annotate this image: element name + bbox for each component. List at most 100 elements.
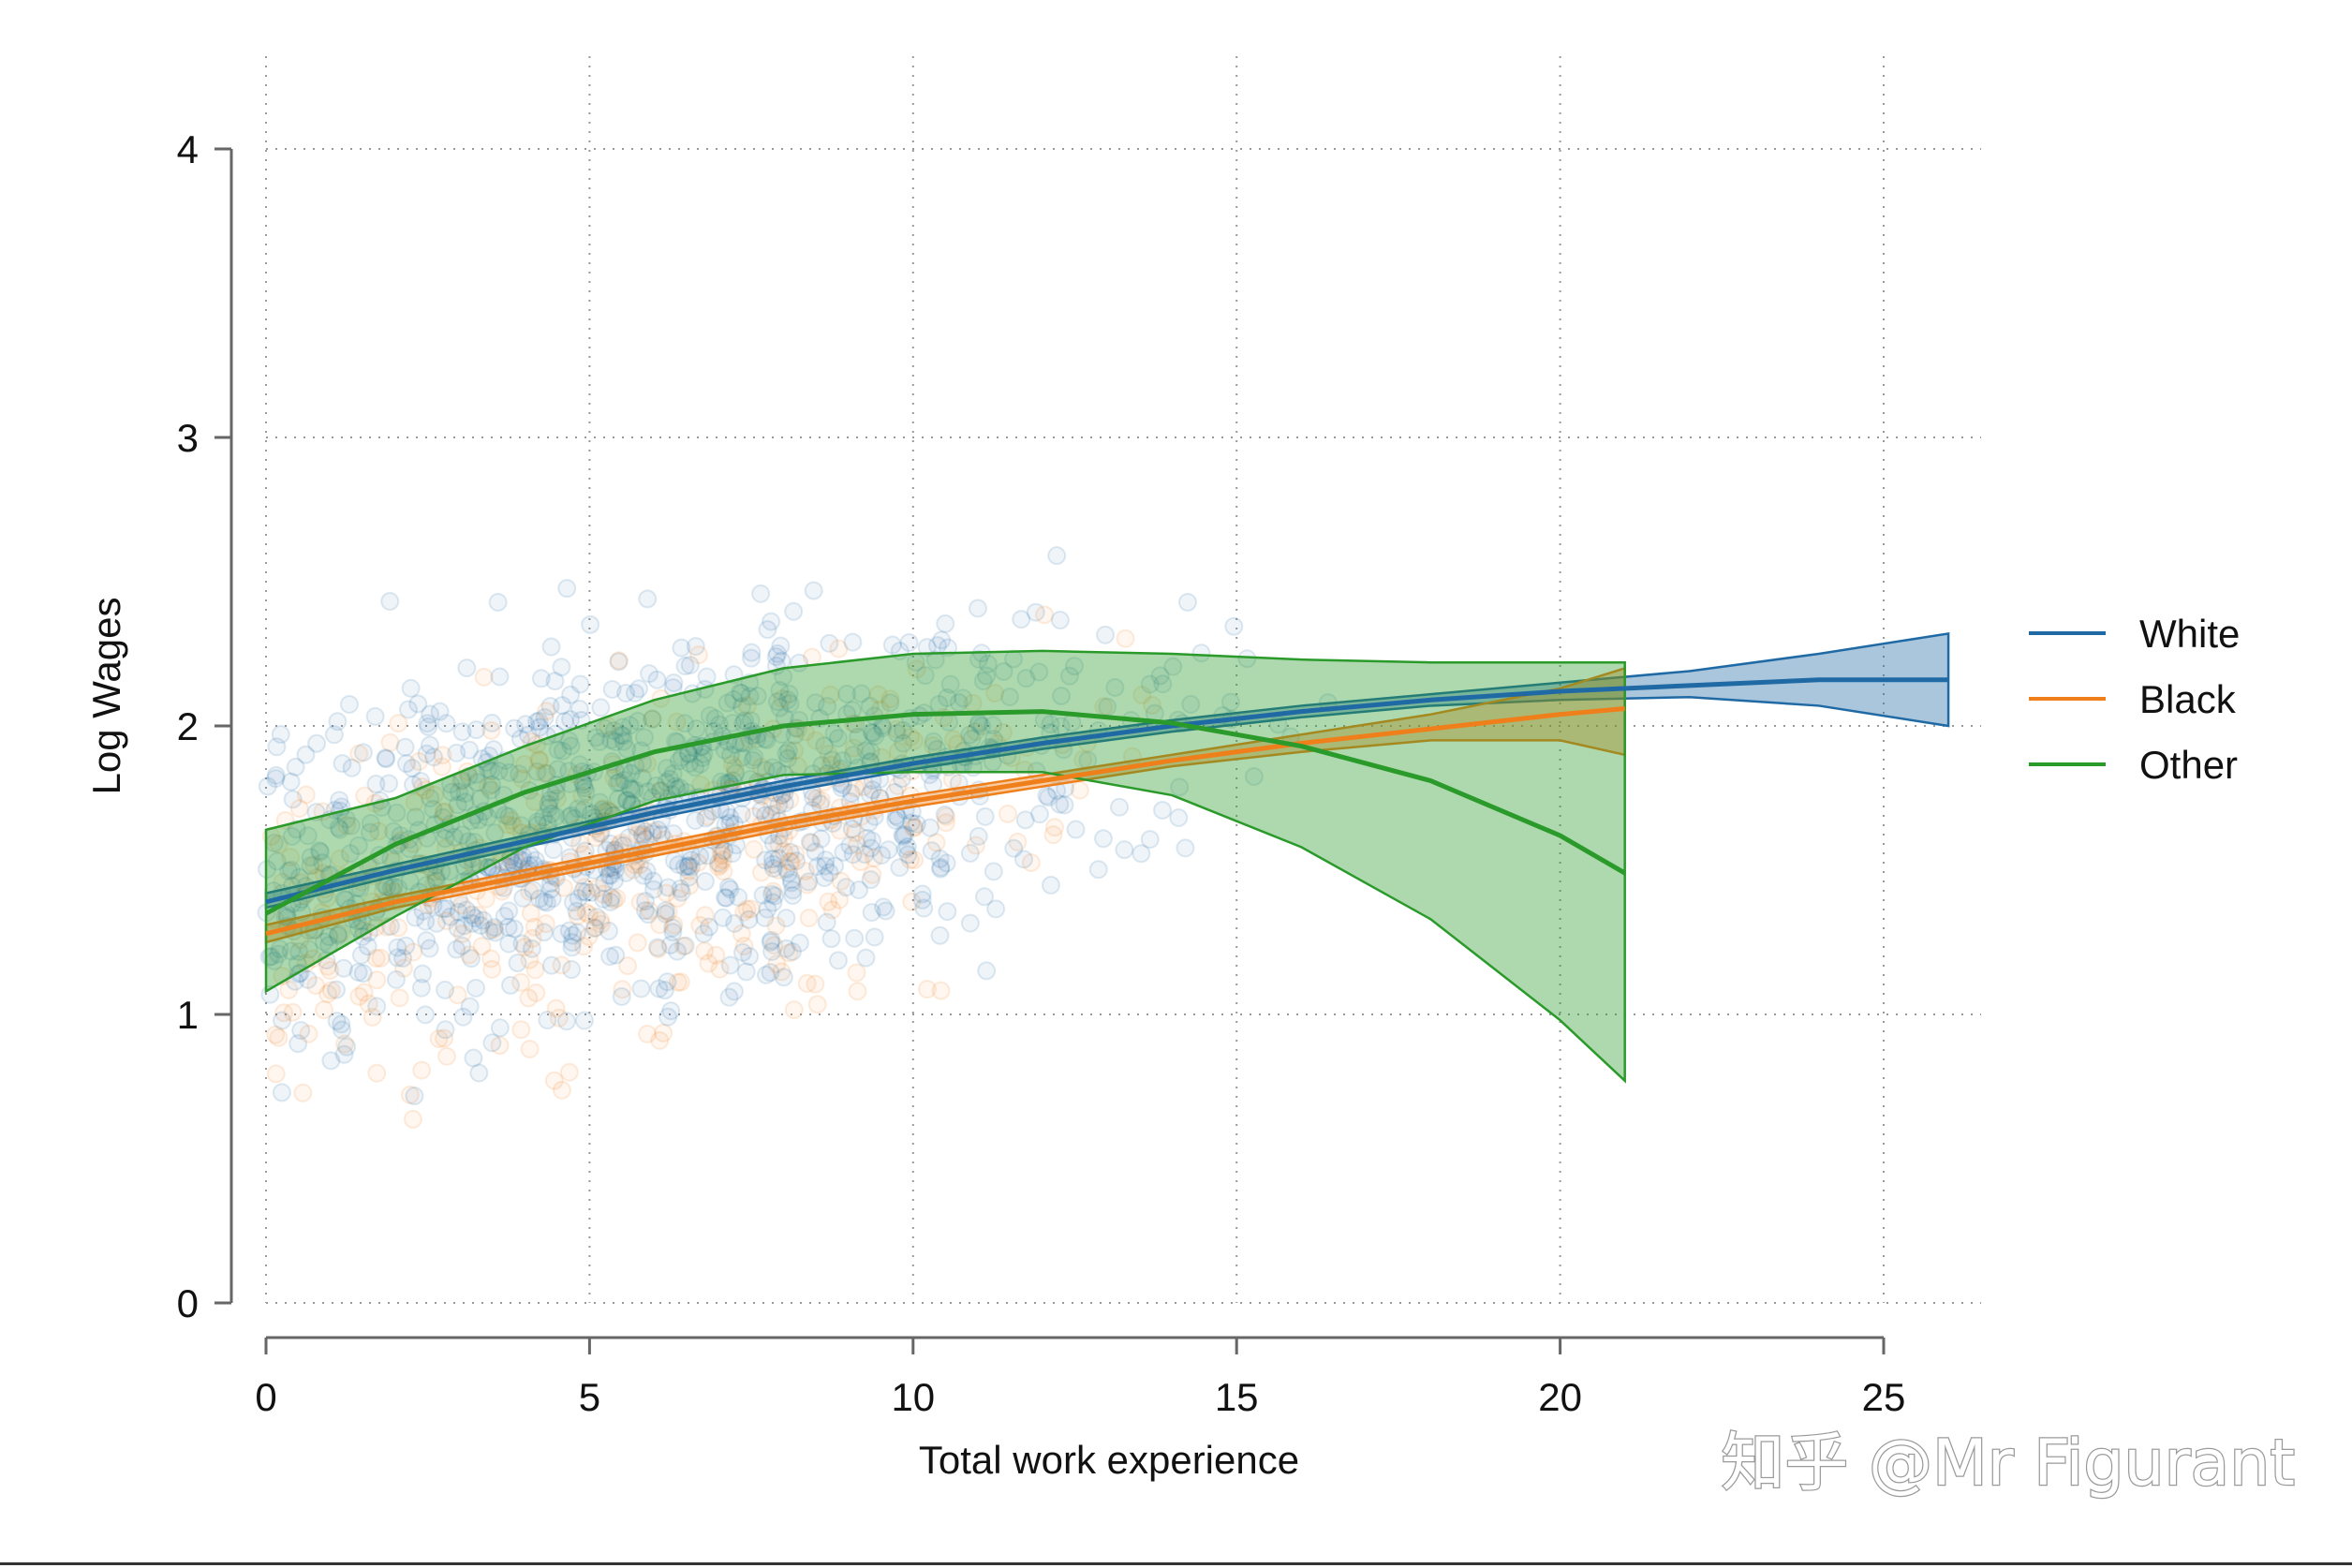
scatter-point (544, 1071, 564, 1090)
scatter-point (613, 717, 632, 737)
scatter-point (937, 806, 956, 826)
scatter-point (924, 732, 943, 751)
scatter-point (481, 780, 501, 800)
scatter-point (349, 744, 369, 763)
scatter-point (771, 636, 791, 656)
scatter-point (298, 826, 318, 846)
scatter-point (849, 880, 868, 900)
scatter-point (498, 917, 518, 937)
scatter-point (736, 962, 756, 982)
scatter-point (960, 913, 980, 933)
scatter-point (770, 680, 790, 700)
x-tick-label-0: 0 (255, 1375, 276, 1419)
scatter-point (1153, 800, 1173, 820)
scatter-point (643, 821, 663, 841)
scatter-point (526, 712, 546, 732)
scatter-point (365, 706, 385, 726)
scatter-point (462, 905, 481, 925)
scatter-point (466, 720, 486, 740)
scatter-point (473, 910, 493, 930)
scatter-point (513, 888, 533, 908)
scatter-point (555, 712, 574, 732)
scatter-point (628, 825, 647, 845)
scatter-point (732, 924, 751, 943)
scatter-point (681, 857, 701, 877)
scatter-point (766, 916, 786, 936)
scatter-point (353, 964, 373, 984)
scatter-point (266, 769, 286, 789)
watermark: 知乎 @Mr Figurant (1721, 1427, 2295, 1501)
scatter-point (434, 803, 453, 822)
scatter-point (779, 943, 799, 963)
scatter-point (804, 788, 823, 807)
scatter-point (687, 719, 706, 739)
scatter-point (787, 851, 806, 871)
scatter-point (633, 827, 653, 847)
scatter-point (969, 715, 989, 734)
scatter-point (663, 918, 683, 938)
scatter-point (436, 980, 455, 999)
scatter-point (403, 759, 422, 778)
scatter-point (818, 697, 837, 717)
scatter-point (1026, 602, 1045, 622)
scatter-point (451, 895, 471, 915)
scatter-point (298, 969, 318, 989)
scatter-point (806, 693, 825, 713)
scatter-point (521, 903, 540, 923)
scatter-point (769, 795, 789, 815)
scatter-point (920, 818, 939, 837)
scatter-point (690, 915, 710, 935)
scatter-point (328, 925, 348, 945)
scatter-point (984, 862, 1003, 881)
scatter-point (647, 670, 667, 689)
scatter-point (879, 840, 898, 860)
scatter-point (366, 775, 386, 794)
scatter-point (751, 863, 771, 882)
scatter-point (314, 932, 333, 952)
scatter-point (613, 980, 632, 999)
scatter-point (511, 1020, 531, 1040)
scatter-point (426, 867, 446, 887)
scatter-point (723, 713, 743, 732)
x-tick-label-3: 15 (1215, 1375, 1259, 1419)
scatter-point (714, 862, 733, 881)
scatter-point (499, 934, 519, 954)
scatter-point (384, 877, 404, 896)
scatter-point (386, 969, 406, 989)
scatter-point (663, 923, 683, 942)
scatter-point (815, 736, 835, 756)
scatter-point (811, 829, 831, 849)
scatter-point (482, 1033, 502, 1053)
scatter-point (837, 684, 857, 703)
scatter-point (499, 762, 519, 782)
scatter-point (994, 661, 1013, 681)
scatter-point (778, 690, 798, 710)
scatter-point (658, 1007, 678, 1027)
scatter-point (413, 964, 433, 984)
scatter-point (380, 732, 400, 752)
scatter-point (1050, 794, 1070, 814)
scatter-point (713, 908, 732, 927)
scatter-point (1029, 805, 1049, 824)
scatter-point (427, 913, 447, 933)
scatter-point (417, 744, 436, 763)
scatter-point (821, 929, 841, 949)
scatter-point (417, 931, 436, 951)
scatter-point (894, 826, 913, 846)
scatter-point (905, 731, 925, 750)
scatter-point (931, 858, 951, 878)
scatter-point (610, 773, 629, 792)
scatter-point (518, 725, 538, 745)
scatter-point (327, 1012, 347, 1031)
scatter-point (807, 789, 827, 808)
scatter-point (719, 987, 739, 1007)
scatter-point (496, 806, 515, 825)
scatter-point (935, 805, 954, 824)
scatter-point (994, 722, 1013, 742)
scatter-point (279, 861, 299, 880)
scatter-point (781, 870, 801, 890)
scatter-point (828, 729, 848, 748)
scatter-point (455, 784, 475, 804)
scatter-point (709, 715, 729, 734)
scatter-point (712, 843, 732, 863)
